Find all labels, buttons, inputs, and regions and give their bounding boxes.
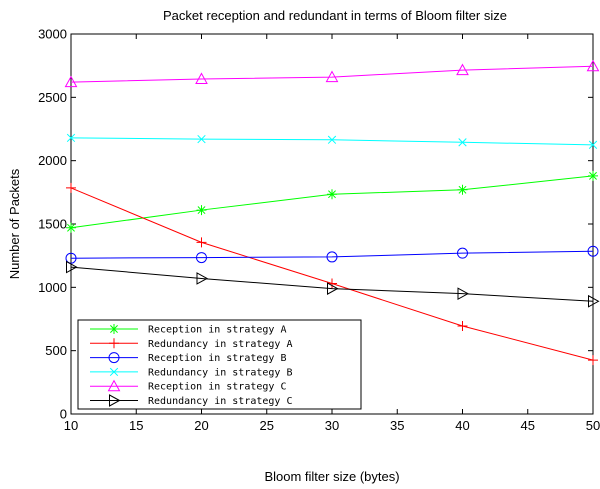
x-tick-label: 30 xyxy=(325,418,339,433)
data-point xyxy=(196,272,209,285)
data-point xyxy=(457,247,468,259)
legend-marker xyxy=(109,324,119,334)
y-tick-label: 2000 xyxy=(38,153,67,168)
x-tick-label: 25 xyxy=(260,418,274,433)
legend-label: Redundancy in strategy A xyxy=(148,339,293,350)
x-tick-label: 20 xyxy=(194,418,208,433)
legend: Reception in strategy A Redundancy in str… xyxy=(77,319,362,410)
legend-box xyxy=(77,319,362,410)
axis-ticks: 10 15 20 25 30 35 40 45 500500100015002000250030… xyxy=(38,27,600,434)
y-tick-label: 3000 xyxy=(38,27,67,42)
legend-label: Redundancy in strategy C xyxy=(148,396,293,407)
data-point xyxy=(65,252,77,264)
data-point xyxy=(327,135,337,144)
data-point xyxy=(195,72,208,84)
legend-label: Reception in strategy C xyxy=(148,382,286,393)
data-point xyxy=(196,252,207,264)
y-tick-label: 0 xyxy=(60,407,67,422)
data-point xyxy=(66,222,76,233)
data-point xyxy=(588,170,598,181)
x-tick-label: 10 xyxy=(64,418,78,433)
data-point xyxy=(587,245,599,257)
data-point xyxy=(66,133,76,143)
x-tick-label: 40 xyxy=(455,418,469,433)
x-tick-label: 45 xyxy=(521,418,535,433)
data-point xyxy=(197,134,206,144)
data-point xyxy=(325,70,339,83)
data-point xyxy=(588,355,598,366)
legend-marker xyxy=(108,352,120,364)
data-point xyxy=(327,189,337,200)
y-tick-label: 1500 xyxy=(38,217,67,232)
x-tick-label: 15 xyxy=(129,418,143,433)
data-point xyxy=(458,138,467,147)
data-point xyxy=(196,205,207,216)
data-point xyxy=(457,287,470,301)
data-point xyxy=(327,282,339,295)
data-point xyxy=(586,59,600,72)
series-line xyxy=(70,266,594,302)
y-axis-label: Number of Packets xyxy=(7,168,22,279)
legend-label: Reception in strategy A xyxy=(148,325,286,336)
data-point xyxy=(588,140,598,149)
series-layer xyxy=(64,59,600,366)
data-point xyxy=(66,260,78,274)
data-point xyxy=(326,251,338,263)
data-point xyxy=(457,320,468,331)
y-tick-label: 2500 xyxy=(38,90,67,105)
data-point xyxy=(196,237,207,248)
x-tick-label: 35 xyxy=(390,418,404,433)
y-tick-label: 500 xyxy=(45,343,67,358)
chart-title: Packet reception and redundant in terms … xyxy=(163,8,507,23)
data-point xyxy=(456,63,469,76)
legend-label: Reception in strategy B xyxy=(148,353,286,364)
legend-marker xyxy=(107,379,121,392)
data-point xyxy=(64,75,78,88)
x-axis-label: Bloom filter size (bytes) xyxy=(264,469,399,484)
data-point xyxy=(588,294,600,308)
legend-label: Redundancy in strategy B xyxy=(148,367,293,378)
legend-marker xyxy=(109,394,121,407)
legend-marker xyxy=(109,338,119,349)
legend-marker xyxy=(109,367,119,377)
series-line xyxy=(70,65,594,83)
data-point xyxy=(457,184,468,195)
data-point xyxy=(66,182,76,193)
x-tick-label: 50 xyxy=(586,418,600,433)
series-line xyxy=(70,250,594,259)
y-tick-label: 1000 xyxy=(38,280,67,295)
